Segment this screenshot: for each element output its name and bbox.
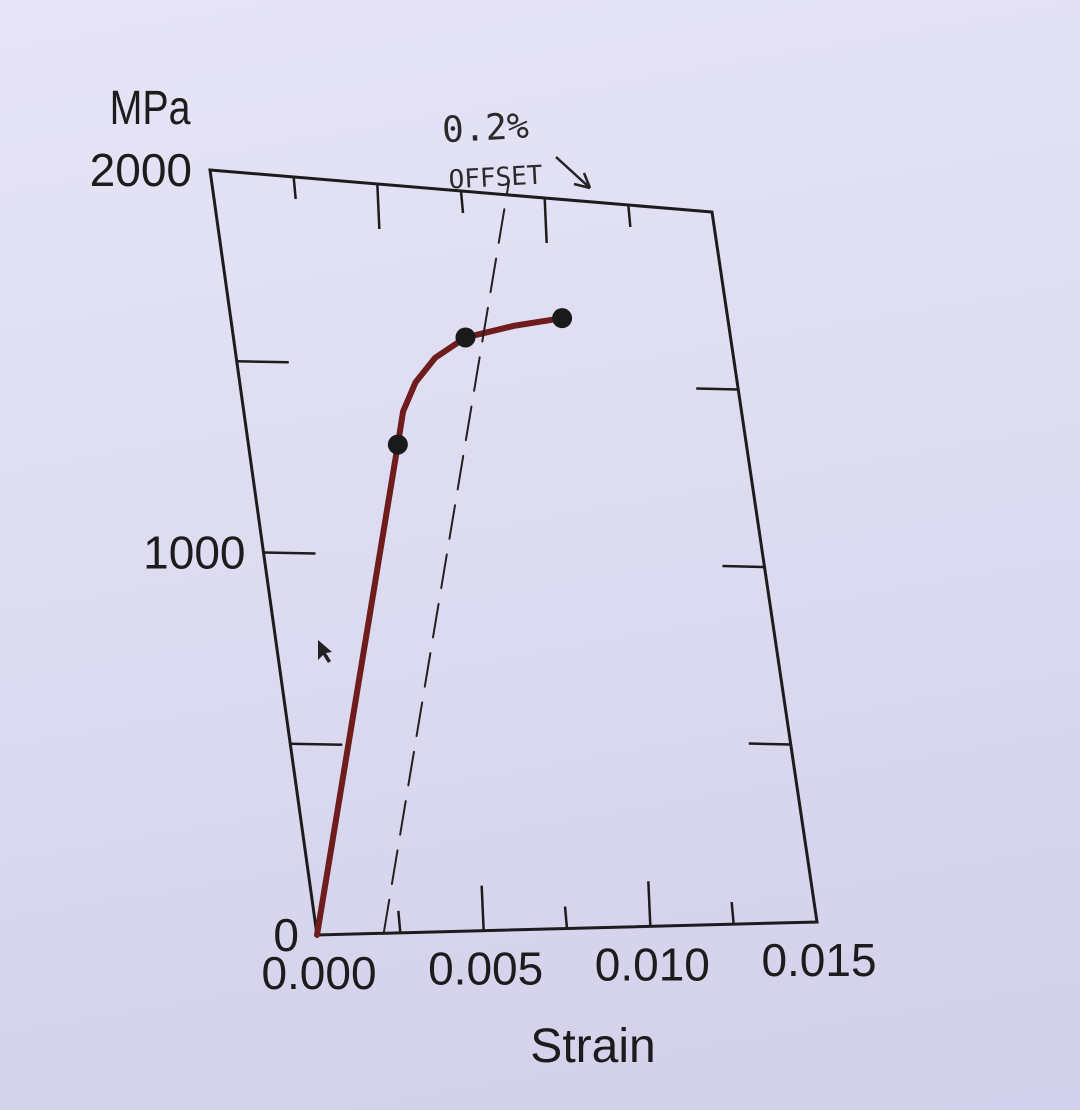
data-point-marker — [455, 327, 476, 348]
x-minor-tick-top — [459, 190, 465, 214]
y-tick-label: 2000 — [90, 144, 192, 196]
x-minor-tick-bottom — [397, 910, 402, 933]
mouse-cursor-icon — [318, 640, 332, 663]
stress-strain-curve — [314, 315, 566, 938]
y-tick-label: 0 — [273, 909, 299, 961]
x-minor-tick-bottom — [730, 902, 735, 925]
x-minor-tick-top — [627, 204, 632, 228]
y-tick-label: 1000 — [143, 527, 245, 579]
offset-line — [382, 179, 511, 935]
x-major-tick-top — [376, 183, 381, 230]
x-tick-label: 0.010 — [595, 938, 710, 990]
annotation-percent: 0.2% — [441, 106, 530, 151]
y-axis-unit-label: MPa — [110, 81, 191, 135]
x-major-tick-bottom — [480, 885, 485, 931]
series-layer — [314, 179, 573, 938]
offset-annotation: 0.2% OFFSET — [441, 106, 592, 196]
annotation-arrow — [555, 156, 591, 189]
data-point-marker — [552, 308, 573, 329]
data-point-marker — [387, 434, 408, 455]
y-tick-left — [263, 551, 316, 555]
x-major-tick-top — [543, 197, 548, 244]
x-minor-tick-top — [292, 176, 297, 200]
x-tick-label: 0.000 — [261, 947, 376, 999]
y-tick-right — [696, 387, 739, 391]
y-tick-left — [236, 360, 289, 364]
x-tick-label: 0.005 — [428, 943, 543, 995]
x-axis-label: Strain — [530, 1020, 655, 1073]
x-minor-tick-bottom — [563, 906, 569, 929]
y-tick-left — [290, 742, 343, 746]
x-tick-label: 0.015 — [761, 934, 876, 986]
annotation-arrowhead — [573, 172, 592, 190]
axis-ticks — [236, 176, 791, 933]
axis-tick-labels: 0.000 0.005 0.010 0.015 0 1000 2000 — [90, 144, 877, 999]
annotation-offset: OFFSET — [448, 161, 544, 196]
y-tick-right — [748, 742, 791, 746]
x-major-tick-bottom — [647, 881, 652, 927]
y-tick-right — [722, 564, 765, 569]
